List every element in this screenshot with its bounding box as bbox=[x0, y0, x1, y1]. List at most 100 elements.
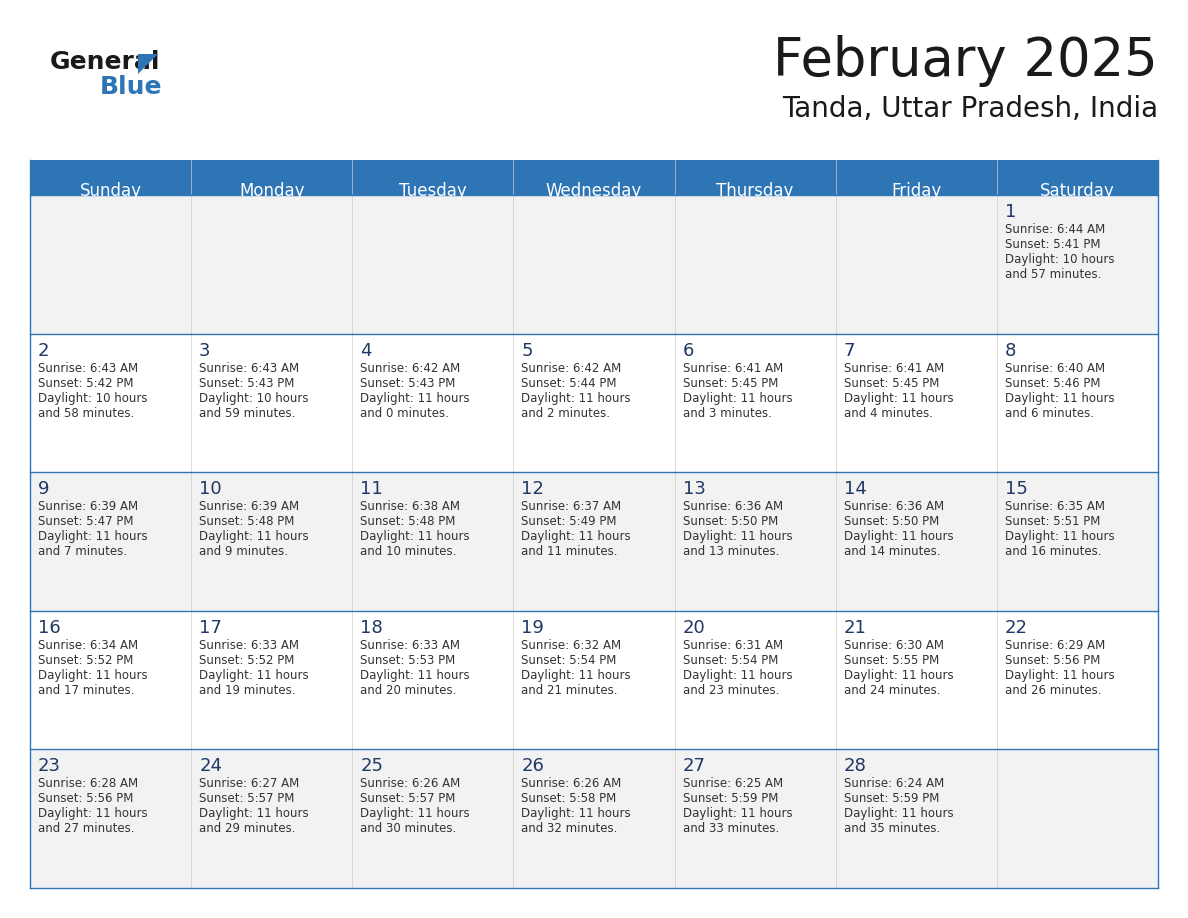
Text: 12: 12 bbox=[522, 480, 544, 498]
Text: Daylight: 11 hours: Daylight: 11 hours bbox=[200, 808, 309, 821]
Text: and 10 minutes.: and 10 minutes. bbox=[360, 545, 456, 558]
Text: February 2025: February 2025 bbox=[773, 35, 1158, 87]
Text: Daylight: 11 hours: Daylight: 11 hours bbox=[1005, 531, 1114, 543]
Text: and 33 minutes.: and 33 minutes. bbox=[683, 823, 779, 835]
Text: Daylight: 10 hours: Daylight: 10 hours bbox=[200, 392, 309, 405]
Text: and 13 minutes.: and 13 minutes. bbox=[683, 545, 779, 558]
Text: and 29 minutes.: and 29 minutes. bbox=[200, 823, 296, 835]
Text: Sunset: 5:50 PM: Sunset: 5:50 PM bbox=[683, 515, 778, 528]
Text: 22: 22 bbox=[1005, 619, 1028, 637]
FancyBboxPatch shape bbox=[191, 333, 353, 472]
FancyBboxPatch shape bbox=[30, 472, 191, 610]
FancyBboxPatch shape bbox=[513, 749, 675, 888]
Text: 24: 24 bbox=[200, 757, 222, 776]
FancyBboxPatch shape bbox=[835, 333, 997, 472]
FancyBboxPatch shape bbox=[30, 333, 191, 472]
FancyBboxPatch shape bbox=[835, 610, 997, 749]
Text: 8: 8 bbox=[1005, 341, 1016, 360]
Text: Sunrise: 6:40 AM: Sunrise: 6:40 AM bbox=[1005, 362, 1105, 375]
Text: Sunrise: 6:42 AM: Sunrise: 6:42 AM bbox=[522, 362, 621, 375]
Text: Sunset: 5:49 PM: Sunset: 5:49 PM bbox=[522, 515, 617, 528]
Text: Sunset: 5:59 PM: Sunset: 5:59 PM bbox=[843, 792, 939, 805]
Text: Sunrise: 6:33 AM: Sunrise: 6:33 AM bbox=[200, 639, 299, 652]
FancyBboxPatch shape bbox=[675, 195, 835, 333]
FancyBboxPatch shape bbox=[513, 195, 675, 333]
FancyBboxPatch shape bbox=[835, 749, 997, 888]
Text: Daylight: 11 hours: Daylight: 11 hours bbox=[683, 392, 792, 405]
Text: and 19 minutes.: and 19 minutes. bbox=[200, 684, 296, 697]
FancyBboxPatch shape bbox=[513, 472, 675, 610]
Text: Daylight: 11 hours: Daylight: 11 hours bbox=[38, 531, 147, 543]
Text: Sunset: 5:48 PM: Sunset: 5:48 PM bbox=[360, 515, 456, 528]
Text: Daylight: 11 hours: Daylight: 11 hours bbox=[683, 669, 792, 682]
FancyBboxPatch shape bbox=[675, 333, 835, 472]
Text: Sunrise: 6:30 AM: Sunrise: 6:30 AM bbox=[843, 639, 943, 652]
Text: 28: 28 bbox=[843, 757, 866, 776]
Text: Sunrise: 6:37 AM: Sunrise: 6:37 AM bbox=[522, 500, 621, 513]
Text: Sunrise: 6:31 AM: Sunrise: 6:31 AM bbox=[683, 639, 783, 652]
Text: and 7 minutes.: and 7 minutes. bbox=[38, 545, 127, 558]
Text: and 9 minutes.: and 9 minutes. bbox=[200, 545, 289, 558]
Text: and 6 minutes.: and 6 minutes. bbox=[1005, 407, 1094, 420]
Text: 7: 7 bbox=[843, 341, 855, 360]
Text: Sunday: Sunday bbox=[80, 182, 141, 199]
Text: Sunset: 5:50 PM: Sunset: 5:50 PM bbox=[843, 515, 939, 528]
Text: Sunrise: 6:43 AM: Sunrise: 6:43 AM bbox=[200, 362, 299, 375]
FancyBboxPatch shape bbox=[191, 472, 353, 610]
Text: Daylight: 11 hours: Daylight: 11 hours bbox=[1005, 392, 1114, 405]
Text: Daylight: 11 hours: Daylight: 11 hours bbox=[843, 669, 953, 682]
Text: 18: 18 bbox=[360, 619, 383, 637]
Text: 15: 15 bbox=[1005, 480, 1028, 498]
Text: Sunset: 5:42 PM: Sunset: 5:42 PM bbox=[38, 376, 133, 389]
Text: and 14 minutes.: and 14 minutes. bbox=[843, 545, 940, 558]
FancyBboxPatch shape bbox=[675, 610, 835, 749]
Text: Daylight: 11 hours: Daylight: 11 hours bbox=[522, 531, 631, 543]
Text: Sunrise: 6:36 AM: Sunrise: 6:36 AM bbox=[683, 500, 783, 513]
Text: Sunset: 5:45 PM: Sunset: 5:45 PM bbox=[683, 376, 778, 389]
Text: Sunrise: 6:41 AM: Sunrise: 6:41 AM bbox=[683, 362, 783, 375]
Text: 14: 14 bbox=[843, 480, 866, 498]
FancyBboxPatch shape bbox=[835, 195, 997, 333]
Text: Daylight: 11 hours: Daylight: 11 hours bbox=[522, 392, 631, 405]
Text: Daylight: 11 hours: Daylight: 11 hours bbox=[683, 808, 792, 821]
Text: Daylight: 10 hours: Daylight: 10 hours bbox=[38, 392, 147, 405]
Text: and 58 minutes.: and 58 minutes. bbox=[38, 407, 134, 420]
Text: Daylight: 11 hours: Daylight: 11 hours bbox=[843, 808, 953, 821]
Text: 11: 11 bbox=[360, 480, 383, 498]
Text: Sunrise: 6:33 AM: Sunrise: 6:33 AM bbox=[360, 639, 460, 652]
Text: Daylight: 11 hours: Daylight: 11 hours bbox=[200, 669, 309, 682]
FancyBboxPatch shape bbox=[997, 749, 1158, 888]
Text: and 3 minutes.: and 3 minutes. bbox=[683, 407, 771, 420]
Text: Sunrise: 6:36 AM: Sunrise: 6:36 AM bbox=[843, 500, 943, 513]
Text: Sunrise: 6:42 AM: Sunrise: 6:42 AM bbox=[360, 362, 461, 375]
Text: Sunset: 5:44 PM: Sunset: 5:44 PM bbox=[522, 376, 617, 389]
Text: Sunrise: 6:39 AM: Sunrise: 6:39 AM bbox=[38, 500, 138, 513]
Text: and 0 minutes.: and 0 minutes. bbox=[360, 407, 449, 420]
Text: Sunrise: 6:38 AM: Sunrise: 6:38 AM bbox=[360, 500, 460, 513]
FancyBboxPatch shape bbox=[353, 333, 513, 472]
Text: 19: 19 bbox=[522, 619, 544, 637]
Text: Sunset: 5:58 PM: Sunset: 5:58 PM bbox=[522, 792, 617, 805]
Text: and 16 minutes.: and 16 minutes. bbox=[1005, 545, 1101, 558]
Text: Daylight: 11 hours: Daylight: 11 hours bbox=[360, 531, 470, 543]
Text: 21: 21 bbox=[843, 619, 866, 637]
Text: Sunset: 5:57 PM: Sunset: 5:57 PM bbox=[200, 792, 295, 805]
Text: 5: 5 bbox=[522, 341, 533, 360]
Text: 2: 2 bbox=[38, 341, 50, 360]
FancyBboxPatch shape bbox=[513, 610, 675, 749]
Text: and 57 minutes.: and 57 minutes. bbox=[1005, 268, 1101, 281]
FancyBboxPatch shape bbox=[30, 160, 1158, 195]
FancyBboxPatch shape bbox=[675, 749, 835, 888]
Text: Daylight: 11 hours: Daylight: 11 hours bbox=[360, 669, 470, 682]
Text: and 21 minutes.: and 21 minutes. bbox=[522, 684, 618, 697]
Text: Sunset: 5:52 PM: Sunset: 5:52 PM bbox=[38, 654, 133, 666]
Text: Daylight: 11 hours: Daylight: 11 hours bbox=[38, 669, 147, 682]
Text: Sunset: 5:48 PM: Sunset: 5:48 PM bbox=[200, 515, 295, 528]
Text: Daylight: 10 hours: Daylight: 10 hours bbox=[1005, 253, 1114, 266]
Text: Daylight: 11 hours: Daylight: 11 hours bbox=[683, 531, 792, 543]
Text: Sunrise: 6:35 AM: Sunrise: 6:35 AM bbox=[1005, 500, 1105, 513]
Text: Sunset: 5:47 PM: Sunset: 5:47 PM bbox=[38, 515, 133, 528]
FancyBboxPatch shape bbox=[191, 610, 353, 749]
Text: Sunset: 5:43 PM: Sunset: 5:43 PM bbox=[360, 376, 456, 389]
Text: Daylight: 11 hours: Daylight: 11 hours bbox=[843, 531, 953, 543]
